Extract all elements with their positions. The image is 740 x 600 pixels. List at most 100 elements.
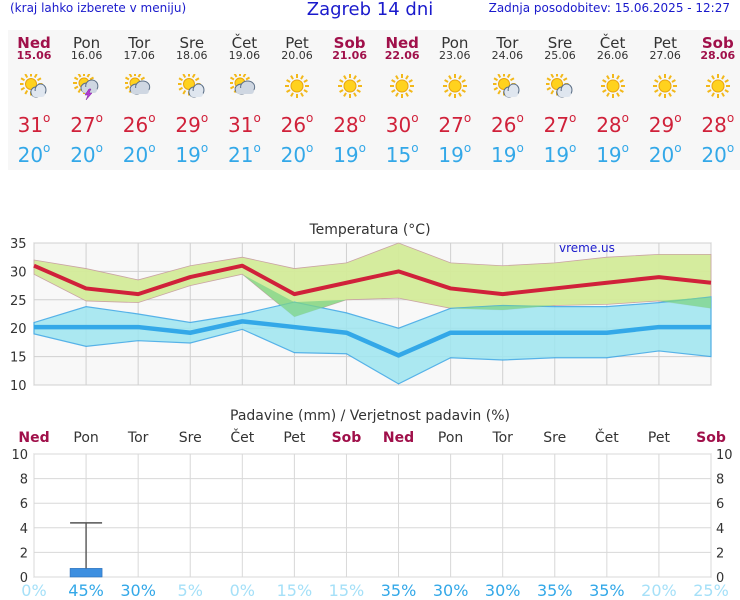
max-temp-value: 28 — [596, 113, 622, 137]
degree-sign: o — [148, 141, 156, 155]
degree-sign: o — [569, 111, 577, 125]
x-tick-label: Pet — [283, 430, 306, 446]
day-date: 20.06 — [281, 49, 313, 62]
forecast-day: Čet 19.06 31o 21o — [218, 30, 270, 170]
max-temp-value: 29 — [648, 113, 675, 137]
sunny-icon — [388, 74, 416, 100]
y-tick-label: 2 — [20, 546, 28, 561]
degree-sign: o — [411, 111, 419, 125]
degree-sign: o — [516, 111, 524, 125]
min-temp: 20o — [61, 141, 113, 167]
max-temp-value: 31 — [227, 113, 254, 137]
precip-bar — [69, 568, 103, 578]
degree-sign: o — [674, 111, 682, 125]
min-temp-value: 20 — [280, 143, 307, 167]
max-temp-value: 28 — [333, 113, 359, 137]
y-tick-label-right: 6 — [716, 497, 724, 512]
day-name: Pet — [285, 34, 309, 52]
forecast-day: Čet 26.06 28o 19o — [587, 30, 639, 170]
probability-label: 30% — [120, 581, 156, 600]
forecast-day: Pon 16.06 27o 20o — [61, 30, 113, 170]
x-tick-label: Ned — [383, 430, 414, 446]
x-tick-label: Sre — [179, 430, 202, 446]
max-temp: 30o — [376, 111, 428, 137]
partly-cloudy-icon — [492, 72, 521, 100]
day-date: 17.06 — [123, 49, 155, 62]
day-date: 15.06 — [16, 49, 52, 62]
x-tick-label: Tor — [127, 430, 149, 446]
sunny-icon — [599, 74, 627, 100]
day-date: 18.06 — [176, 49, 208, 62]
max-temp: 26o — [113, 111, 165, 137]
day-date: 26.06 — [596, 49, 629, 62]
temperature-title: Temperatura (°C) — [308, 222, 430, 238]
thunderstorm-icon — [72, 72, 101, 101]
min-temp: 19o — [534, 141, 586, 167]
day-date: 22.06 — [384, 49, 420, 62]
min-temp: 20o — [639, 141, 691, 167]
y-tick-label: 10 — [11, 448, 28, 463]
min-temp: 20o — [113, 141, 165, 167]
y-tick-label: 30 — [10, 265, 27, 280]
min-temp: 20o — [692, 141, 740, 167]
min-temp: 19o — [481, 141, 533, 167]
min-temp: 19o — [429, 141, 481, 167]
probability-label: 25% — [693, 581, 729, 600]
forecast-day: Sre 18.06 29o 19o — [166, 30, 218, 170]
max-temp-value: 27 — [438, 113, 464, 137]
min-temp-value: 19 — [438, 143, 464, 167]
mostly-cloudy-icon — [229, 72, 258, 100]
probability-label: 15% — [329, 581, 365, 600]
day-date: 21.06 — [332, 49, 367, 62]
min-temp-value: 19 — [543, 143, 570, 167]
degree-sign: o — [463, 111, 472, 125]
degree-sign: o — [200, 141, 209, 155]
max-temp-value: 26 — [280, 113, 307, 137]
min-temp-value: 21 — [227, 143, 254, 167]
menu-hint[interactable]: (kraj lahko izberete v meniju) — [10, 1, 187, 15]
degree-sign: o — [358, 141, 366, 155]
min-temp-value: 19 — [333, 143, 359, 167]
degree-sign: o — [306, 111, 314, 125]
day-date: 28.06 — [700, 49, 736, 62]
max-temp: 29o — [639, 111, 691, 137]
min-temp-value: 19 — [175, 143, 201, 167]
y-tick-label-right: 4 — [716, 522, 724, 537]
min-temp-value: 15 — [385, 143, 412, 167]
sunny-icon — [336, 74, 364, 100]
probability-label: 20% — [641, 581, 677, 600]
day-name: Sre — [547, 34, 573, 52]
probability-label: 15% — [277, 581, 313, 600]
max-temp-value: 26 — [490, 113, 517, 137]
max-temp: 28o — [587, 111, 639, 137]
degree-sign: o — [200, 111, 209, 125]
day-name: Tor — [496, 34, 519, 52]
degree-sign: o — [148, 111, 156, 125]
min-temp: 21o — [218, 141, 270, 167]
min-temp: 20o — [8, 141, 60, 167]
x-tick-label: Čet — [230, 428, 254, 446]
degree-sign: o — [569, 141, 577, 155]
partly-cloudy-icon — [545, 72, 574, 100]
probability-label: 35% — [537, 581, 573, 600]
day-name: Pon — [441, 34, 469, 52]
day-name: Sre — [179, 34, 205, 52]
min-temp-value: 20 — [648, 143, 675, 167]
max-temp: 27o — [534, 111, 586, 137]
day-name: Čet — [599, 34, 626, 52]
degree-sign: o — [43, 141, 51, 155]
min-temp-value: 20 — [701, 143, 727, 167]
max-temp-value: 31 — [17, 113, 44, 137]
precip-plot-area — [33, 453, 712, 578]
min-temp: 20o — [271, 141, 323, 167]
probability-label: 30% — [433, 581, 469, 600]
min-temp-value: 20 — [122, 143, 149, 167]
x-tick-label: Sob — [332, 430, 362, 446]
max-temp-value: 26 — [122, 113, 149, 137]
x-tick-label: Tor — [491, 430, 513, 446]
day-name: Čet — [231, 34, 258, 52]
probability-label: 30% — [485, 581, 521, 600]
forecast-day: Sre 25.06 27o 19o — [534, 30, 586, 170]
day-date: 23.06 — [439, 49, 471, 62]
min-temp-value: 19 — [596, 143, 622, 167]
